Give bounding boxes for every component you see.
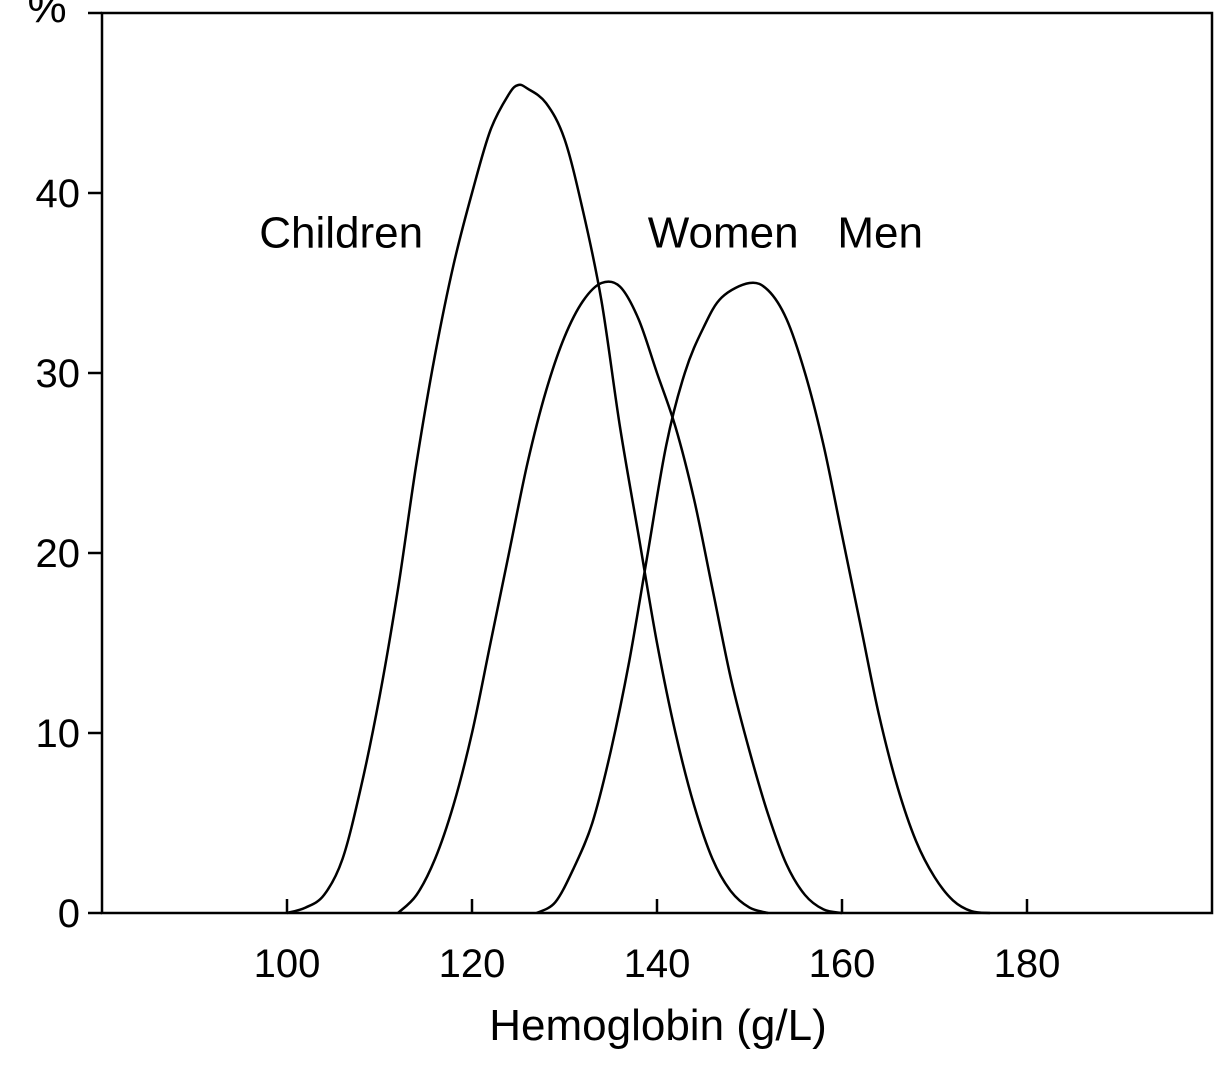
y-axis-ticks: 0 10 20 30 40 <box>36 11 102 936</box>
series-label-children: Children <box>259 209 423 258</box>
curve-women <box>397 280 843 915</box>
series-labels: Children Women Men <box>259 209 923 258</box>
plot-frame <box>100 11 1214 915</box>
curve-men <box>536 281 991 915</box>
series-label-men: Men <box>837 209 923 258</box>
y-tick-label-0: 0 <box>58 892 80 936</box>
x-tick-label-100: 100 <box>254 942 321 986</box>
y-tick-label-20: 20 <box>36 532 81 576</box>
x-tick-label-140: 140 <box>624 942 691 986</box>
y-tick-label-10: 10 <box>36 712 81 756</box>
x-tick-label-160: 160 <box>809 942 876 986</box>
x-tick-label-180: 180 <box>994 942 1061 986</box>
series-label-women: Women <box>648 209 799 258</box>
x-axis-ticks: 100 120 140 160 180 <box>254 899 1061 986</box>
x-axis-title: Hemoglobin (g/L) <box>489 1001 827 1050</box>
y-axis-title: % <box>27 0 66 32</box>
series-curves <box>286 83 991 915</box>
y-tick-label-40: 40 <box>36 172 81 216</box>
curve-children <box>286 83 769 915</box>
y-tick-label-30: 30 <box>36 352 81 396</box>
plot-border <box>100 11 1214 915</box>
x-tick-label-120: 120 <box>439 942 506 986</box>
